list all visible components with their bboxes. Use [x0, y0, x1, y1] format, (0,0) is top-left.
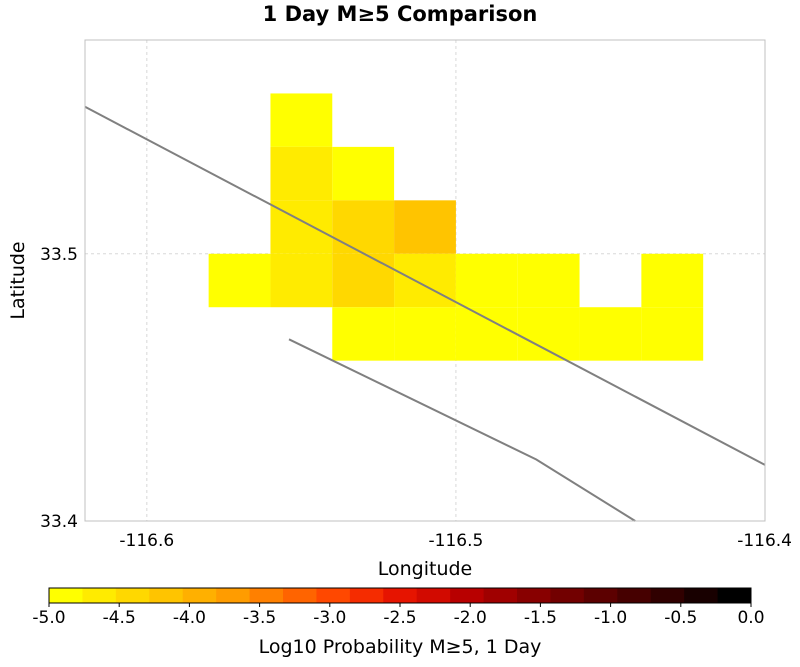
colorbar-tick-label: -0.5 [664, 608, 697, 628]
colorbar-swatch [483, 588, 518, 603]
colorbar-swatch [349, 588, 384, 603]
fault-traces [84, 105, 766, 522]
colorbar-swatch [550, 588, 585, 603]
colorbar-tick-label: -5.0 [32, 608, 65, 628]
colorbar-swatch [49, 588, 83, 603]
chart-title: 1 Day M≥5 Comparison [262, 2, 538, 26]
heatmap-cell [332, 200, 395, 254]
colorbar-tick-label: -4.5 [103, 608, 136, 628]
colorbar-swatch [182, 588, 217, 603]
colorbar-swatch [684, 588, 719, 603]
heatmap-cell [208, 253, 271, 308]
colorbar-tick-label: -3.0 [313, 608, 346, 628]
colorbar-tick-labels: -5.0 -4.5 -4.0 -3.5 -3.0 -2.5 -2.0 -1.5 -1.0 -0.5… [32, 603, 765, 628]
colorbar-swatch [650, 588, 685, 603]
heatmap-cell [579, 307, 642, 361]
colorbar-tick-label: -1.0 [594, 608, 627, 628]
colorbar-tick-label: -3.5 [243, 608, 276, 628]
fault-trace-line [84, 105, 766, 466]
heatmap-cell [270, 93, 333, 147]
y-axis-label: Latitude [7, 241, 29, 319]
heatmap-cell [332, 253, 395, 308]
colorbar [48, 587, 752, 604]
y-tick-label: 33.5 [40, 245, 78, 265]
y-tick-labels: 33.4 33.5 [40, 245, 78, 532]
heatmap-cell [641, 253, 704, 308]
colorbar-tick-label: -4.0 [173, 608, 206, 628]
x-tick-labels: -116.6 -116.5 -116.4 [119, 531, 792, 551]
heatmap-cell [455, 307, 518, 361]
colorbar-swatch [450, 588, 485, 603]
colorbar-tick-label: -2.0 [454, 608, 487, 628]
heatmap-cell [517, 307, 580, 361]
x-axis-label: Longitude [378, 558, 473, 580]
colorbar-label: Log10 Probability M≥5, 1 Day [259, 636, 542, 658]
heatmap-cell [270, 146, 333, 201]
heatmap-cell [394, 307, 456, 361]
colorbar-tick-label: -2.5 [383, 608, 416, 628]
heatmap-cell [394, 253, 456, 308]
colorbar-swatch [383, 588, 418, 603]
colorbar-swatch [717, 588, 752, 603]
colorbar-tick-label: 0.0 [737, 608, 764, 628]
heatmap-cell [270, 253, 333, 308]
plot-border [84, 39, 766, 522]
colorbar-swatch [216, 588, 251, 603]
colorbar-swatch [149, 588, 184, 603]
colorbar-tick-label: -1.5 [524, 608, 557, 628]
colorbar-swatch [517, 588, 551, 603]
fault-trace-line [288, 338, 636, 522]
heatmap-cell [394, 200, 456, 254]
colorbar-swatch [115, 588, 150, 603]
colorbar-swatch [416, 588, 451, 603]
heatmap-cell [332, 307, 395, 361]
colorbar-swatch [283, 588, 317, 603]
heatmap-cell [455, 253, 518, 308]
x-tick-label: -116.4 [737, 531, 792, 551]
x-tick-label: -116.5 [429, 531, 484, 551]
colorbar-swatch [82, 588, 117, 603]
x-tick-label: -116.6 [119, 531, 174, 551]
y-tick-label: 33.4 [40, 512, 78, 532]
colorbar-swatch [617, 588, 652, 603]
heatmap-cell [641, 307, 704, 361]
colorbar-swatch [249, 588, 284, 603]
colorbar-swatch [583, 588, 618, 603]
heatmap-cell [517, 253, 580, 308]
heatmap-cell [332, 146, 395, 201]
heatmap-cells [208, 93, 704, 361]
colorbar-swatch [316, 588, 351, 603]
